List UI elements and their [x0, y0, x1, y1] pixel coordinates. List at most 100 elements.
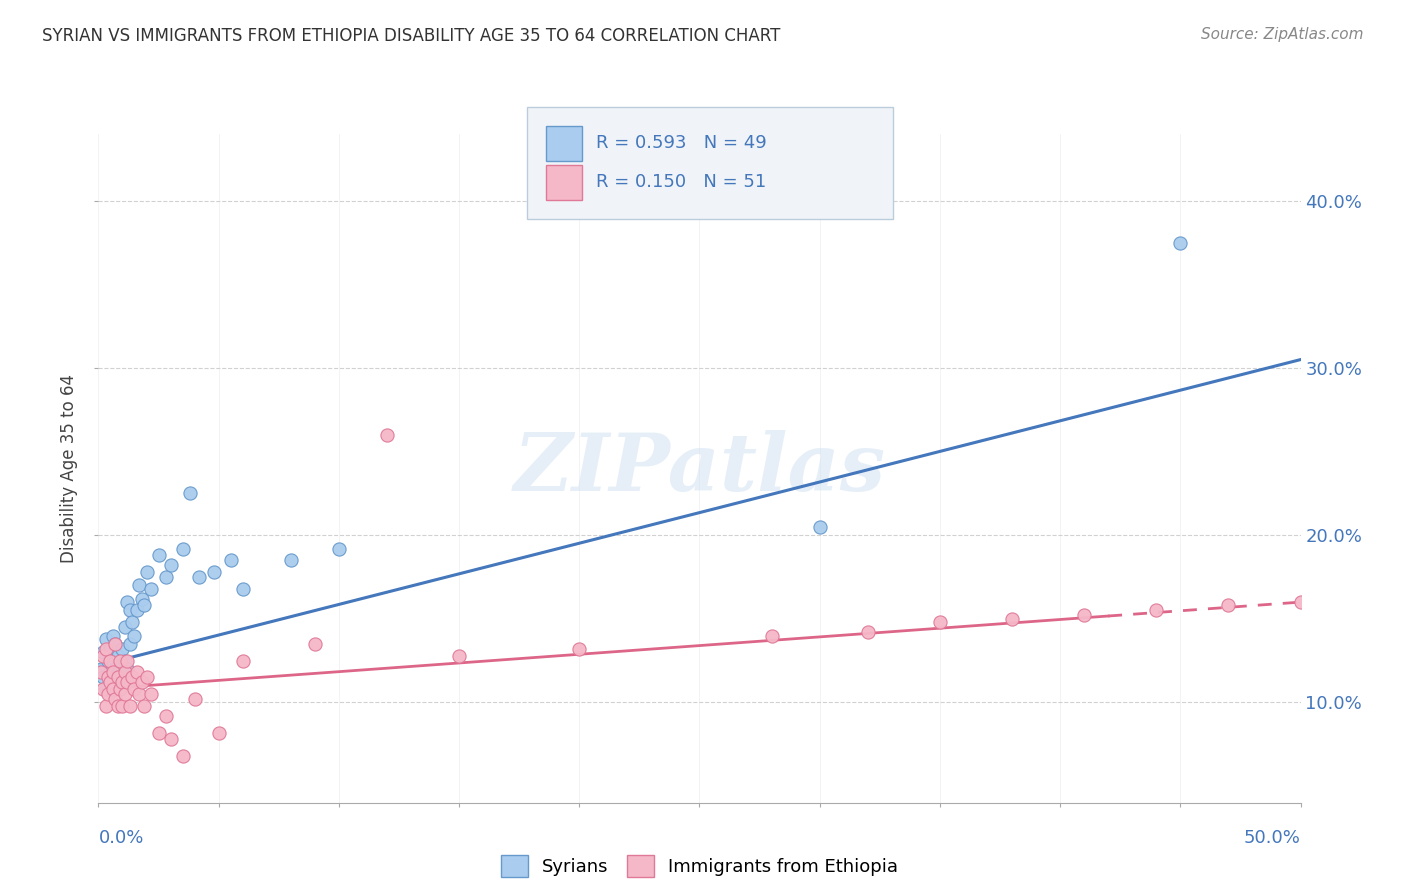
Point	[1001, 612, 1024, 626]
Point	[100, 670, 122, 684]
Point	[104, 681, 127, 696]
Point	[128, 578, 150, 592]
Point	[91, 681, 114, 696]
Text: R = 0.150   N = 51: R = 0.150 N = 51	[596, 173, 766, 192]
Point	[111, 675, 134, 690]
Point	[208, 725, 231, 739]
Point	[101, 665, 124, 680]
Point	[104, 662, 127, 676]
Text: 50.0%: 50.0%	[1244, 829, 1301, 847]
Point	[117, 662, 139, 676]
Point	[159, 732, 181, 747]
Point	[114, 665, 136, 680]
Point	[107, 698, 129, 713]
Point	[117, 675, 139, 690]
Point	[101, 681, 124, 696]
Point	[132, 599, 155, 613]
Point	[107, 670, 129, 684]
Point	[104, 692, 127, 706]
Point	[128, 687, 150, 701]
Point	[91, 670, 114, 684]
Point	[108, 670, 131, 684]
Point	[155, 708, 177, 723]
Point	[114, 687, 136, 701]
Point	[183, 692, 205, 706]
Point	[568, 642, 591, 657]
Point	[111, 698, 134, 713]
Point	[118, 603, 141, 617]
Point	[118, 637, 141, 651]
Point	[125, 665, 148, 680]
Point	[141, 687, 163, 701]
Point	[375, 428, 398, 442]
Point	[117, 654, 139, 668]
Point	[172, 749, 194, 764]
Point	[114, 620, 136, 634]
Point	[90, 665, 112, 680]
Point	[94, 698, 117, 713]
Point	[131, 675, 153, 690]
Point	[1144, 603, 1167, 617]
Point	[97, 670, 120, 684]
Point	[188, 570, 211, 584]
Point	[179, 486, 201, 500]
Point	[118, 698, 141, 713]
Point	[114, 654, 136, 668]
Point	[124, 681, 146, 696]
Point	[1218, 599, 1240, 613]
Point	[101, 675, 124, 690]
Point	[100, 665, 122, 680]
Text: R = 0.593   N = 49: R = 0.593 N = 49	[596, 134, 766, 153]
Point	[447, 648, 470, 663]
Text: 0.0%: 0.0%	[98, 829, 143, 847]
Point	[90, 662, 112, 676]
Point	[135, 670, 157, 684]
Point	[104, 637, 127, 651]
Point	[132, 698, 155, 713]
Point	[104, 637, 127, 651]
Point	[97, 687, 120, 701]
Point	[135, 565, 157, 579]
Point	[91, 648, 114, 663]
Point	[121, 670, 143, 684]
Point	[155, 570, 177, 584]
Point	[111, 642, 134, 657]
Point	[928, 615, 950, 630]
Point	[232, 654, 254, 668]
Point	[856, 625, 879, 640]
Point	[808, 520, 831, 534]
Point	[761, 628, 783, 642]
Text: SYRIAN VS IMMIGRANTS FROM ETHIOPIA DISABILITY AGE 35 TO 64 CORRELATION CHART: SYRIAN VS IMMIGRANTS FROM ETHIOPIA DISAB…	[42, 27, 780, 45]
Point	[304, 637, 326, 651]
Point	[124, 628, 146, 642]
Point	[280, 553, 302, 567]
Legend: Syrians, Immigrants from Ethiopia: Syrians, Immigrants from Ethiopia	[494, 847, 905, 884]
Point	[232, 582, 254, 596]
Point	[100, 654, 122, 668]
Point	[100, 675, 122, 690]
Point	[172, 541, 194, 556]
Point	[94, 642, 117, 657]
Point	[111, 665, 134, 680]
Point	[328, 541, 350, 556]
Point	[121, 615, 143, 630]
Point	[94, 681, 117, 696]
Point	[108, 658, 131, 673]
Point	[1289, 595, 1312, 609]
Point	[1170, 235, 1192, 250]
Point	[91, 645, 114, 659]
Point	[94, 632, 117, 646]
Point	[100, 642, 122, 657]
Point	[148, 725, 170, 739]
Point	[101, 628, 124, 642]
Text: Source: ZipAtlas.com: Source: ZipAtlas.com	[1201, 27, 1364, 42]
Point	[107, 665, 129, 680]
Point	[148, 548, 170, 563]
Point	[131, 591, 153, 606]
Point	[108, 681, 131, 696]
Point	[1073, 608, 1095, 623]
Point	[141, 582, 163, 596]
Text: ZIPatlas: ZIPatlas	[513, 430, 886, 507]
Point	[97, 679, 120, 693]
Point	[97, 654, 120, 668]
